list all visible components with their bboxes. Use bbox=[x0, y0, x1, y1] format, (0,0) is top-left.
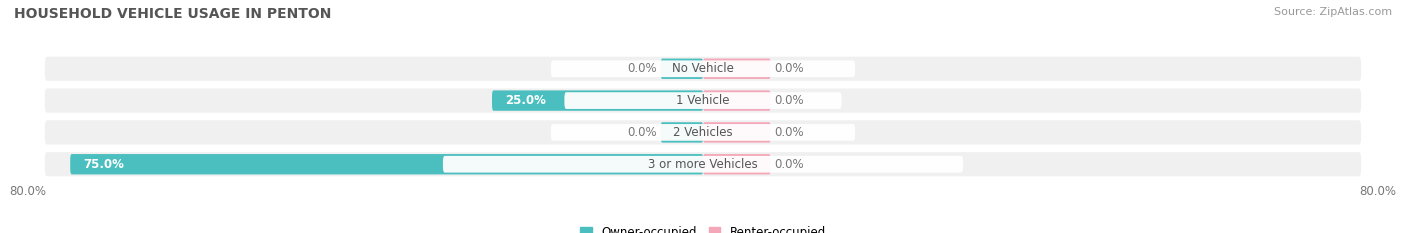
FancyBboxPatch shape bbox=[703, 122, 770, 143]
FancyBboxPatch shape bbox=[443, 156, 963, 173]
Text: 0.0%: 0.0% bbox=[627, 62, 657, 75]
Text: HOUSEHOLD VEHICLE USAGE IN PENTON: HOUSEHOLD VEHICLE USAGE IN PENTON bbox=[14, 7, 332, 21]
Text: 75.0%: 75.0% bbox=[83, 158, 124, 171]
Text: 25.0%: 25.0% bbox=[505, 94, 546, 107]
Text: 1 Vehicle: 1 Vehicle bbox=[676, 94, 730, 107]
FancyBboxPatch shape bbox=[661, 122, 703, 143]
FancyBboxPatch shape bbox=[564, 92, 842, 109]
Text: 0.0%: 0.0% bbox=[775, 126, 804, 139]
Text: 3 or more Vehicles: 3 or more Vehicles bbox=[648, 158, 758, 171]
FancyBboxPatch shape bbox=[551, 124, 855, 141]
FancyBboxPatch shape bbox=[45, 89, 1361, 113]
FancyBboxPatch shape bbox=[551, 60, 855, 77]
FancyBboxPatch shape bbox=[703, 154, 770, 175]
FancyBboxPatch shape bbox=[70, 154, 703, 175]
Text: 0.0%: 0.0% bbox=[627, 126, 657, 139]
FancyBboxPatch shape bbox=[45, 120, 1361, 144]
Text: Source: ZipAtlas.com: Source: ZipAtlas.com bbox=[1274, 7, 1392, 17]
Legend: Owner-occupied, Renter-occupied: Owner-occupied, Renter-occupied bbox=[575, 221, 831, 233]
Text: 0.0%: 0.0% bbox=[775, 94, 804, 107]
FancyBboxPatch shape bbox=[661, 58, 703, 79]
Text: 0.0%: 0.0% bbox=[775, 62, 804, 75]
FancyBboxPatch shape bbox=[45, 57, 1361, 81]
Text: No Vehicle: No Vehicle bbox=[672, 62, 734, 75]
FancyBboxPatch shape bbox=[703, 90, 770, 111]
Text: 2 Vehicles: 2 Vehicles bbox=[673, 126, 733, 139]
FancyBboxPatch shape bbox=[492, 90, 703, 111]
FancyBboxPatch shape bbox=[45, 152, 1361, 176]
Text: 0.0%: 0.0% bbox=[775, 158, 804, 171]
FancyBboxPatch shape bbox=[703, 58, 770, 79]
